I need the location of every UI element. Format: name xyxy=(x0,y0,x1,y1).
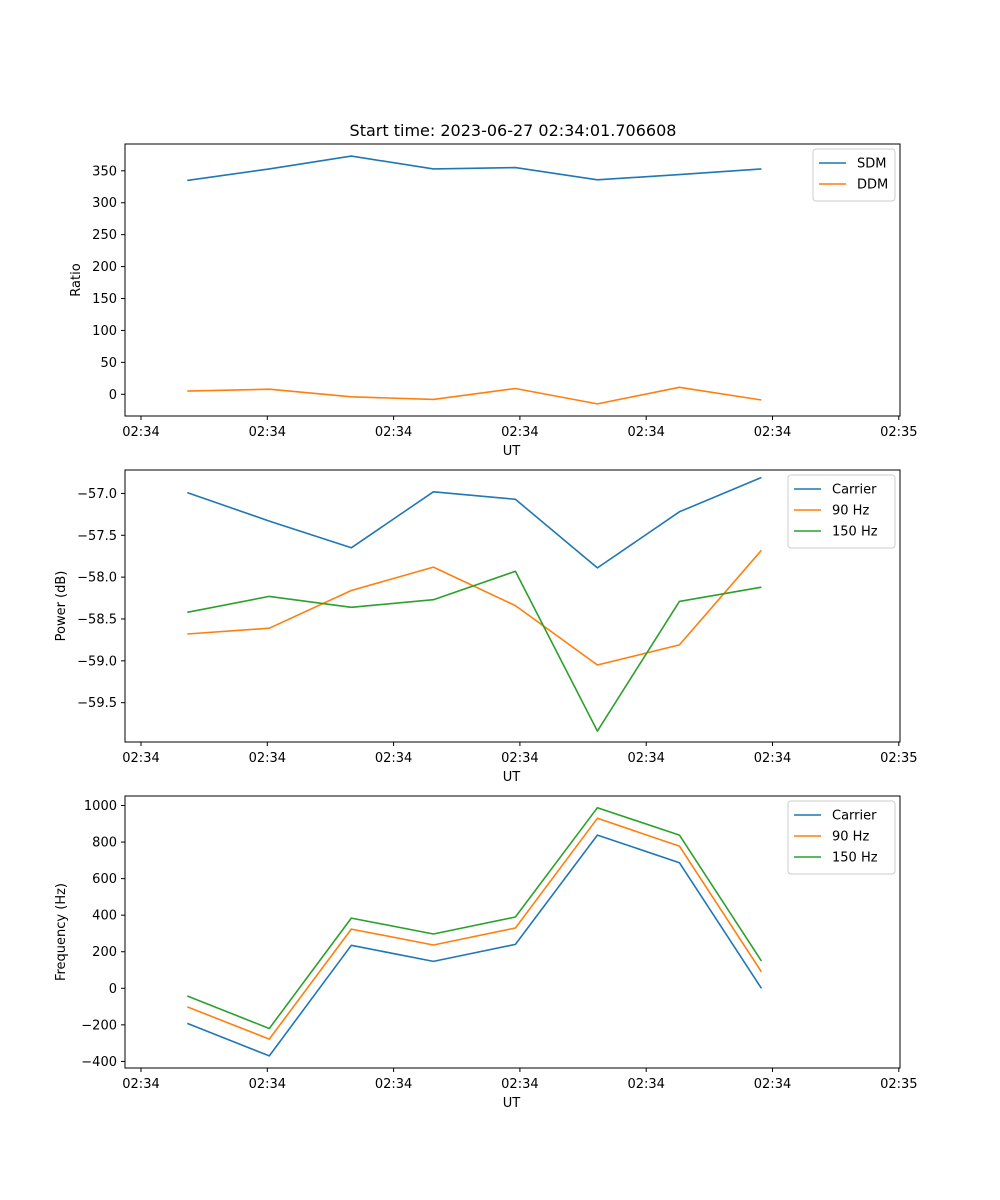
y-axis-label: Power (dB) xyxy=(54,571,69,642)
y-tick-label: 600 xyxy=(92,872,117,887)
x-axis-label: UT xyxy=(503,444,521,459)
legend-label: 90 Hz xyxy=(832,504,869,519)
axes-frame xyxy=(124,795,901,1069)
x-tick-label: 02:34 xyxy=(627,1077,664,1092)
axes-frame xyxy=(124,143,901,417)
y-tick-label: 300 xyxy=(92,196,117,211)
x-tick-label: 02:34 xyxy=(249,1077,286,1092)
chart-panel-1: 02:34 02:34 02:34 02:34 02:34 02:34 02:35 0 50 10… xyxy=(69,143,918,459)
y-tick-label: −57.0 xyxy=(77,487,117,502)
y-tick-label: 250 xyxy=(92,228,117,243)
x-tick-label: 02:35 xyxy=(880,1077,917,1092)
x-tick-label: 02:34 xyxy=(754,1077,791,1092)
legend-label: 90 Hz xyxy=(832,830,869,845)
axes-frame xyxy=(124,469,901,743)
y-tick-label: 400 xyxy=(92,909,117,924)
y-tick-label: −400 xyxy=(81,1055,117,1070)
legend: Carrier 90 Hz 150 Hz xyxy=(787,800,896,875)
figure-title: Start time: 2023-06-27 02:34:01.706608 xyxy=(350,121,677,140)
x-tick-label: 02:34 xyxy=(122,425,159,440)
x-axis-label: UT xyxy=(503,1096,521,1111)
legend-box xyxy=(787,800,896,875)
y-tick-label: 200 xyxy=(92,945,117,960)
x-tick-label: 02:34 xyxy=(375,1077,412,1092)
y-tick-label: −59.5 xyxy=(77,696,117,711)
legend-label: Carrier xyxy=(832,809,877,824)
legend: SDM DDM xyxy=(812,148,896,202)
x-tick-label: 02:34 xyxy=(375,425,412,440)
y-tick-label: 0 xyxy=(109,982,117,997)
y-axis-label: Frequency (Hz) xyxy=(54,883,69,981)
y-tick-label: 800 xyxy=(92,836,117,851)
legend-box xyxy=(787,474,896,549)
x-tick-label: 02:34 xyxy=(501,425,538,440)
x-tick-label: 02:35 xyxy=(880,751,917,766)
y-tick-label: −57.5 xyxy=(77,529,117,544)
x-tick-label: 02:34 xyxy=(754,425,791,440)
x-tick-label: 02:34 xyxy=(375,751,412,766)
y-tick-label: 50 xyxy=(100,356,117,371)
x-tick-label: 02:34 xyxy=(627,751,664,766)
y-tick-label: 1000 xyxy=(84,799,117,814)
x-tick-label: 02:34 xyxy=(249,751,286,766)
x-tick-label: 02:34 xyxy=(122,1077,159,1092)
legend-label: DDM xyxy=(857,178,888,193)
y-tick-label: 200 xyxy=(92,260,117,275)
series-line-150-hz xyxy=(187,570,762,732)
x-tick-label: 02:34 xyxy=(754,751,791,766)
x-axis-label: UT xyxy=(503,770,521,785)
x-tick-label: 02:34 xyxy=(627,425,664,440)
chart-panel-2: 02:34 02:34 02:34 02:34 02:34 02:34 02:35 −59.5… xyxy=(54,469,918,785)
x-tick-label: 02:34 xyxy=(122,751,159,766)
y-tick-label: 0 xyxy=(109,388,117,403)
legend-label: Carrier xyxy=(832,483,877,498)
legend: Carrier 90 Hz 150 Hz xyxy=(787,474,896,549)
panels: 02:34 02:34 02:34 02:34 02:34 02:34 02:35 0 50 10… xyxy=(54,143,918,1111)
series-line-90-hz xyxy=(187,549,763,666)
y-tick-label: −200 xyxy=(81,1018,117,1033)
series-line-90-hz xyxy=(187,817,763,1040)
y-axis-label: Ratio xyxy=(69,263,84,296)
y-tick-label: 350 xyxy=(92,164,117,179)
y-tick-label: 100 xyxy=(92,324,117,339)
y-tick-label: −58.0 xyxy=(77,571,117,586)
legend-box xyxy=(812,148,896,202)
legend-label: SDM xyxy=(857,157,886,172)
legend-label: 150 Hz xyxy=(832,525,878,540)
chart-panel-3: 02:34 02:34 02:34 02:34 02:34 02:34 02:35 −400 −… xyxy=(54,795,918,1111)
x-tick-label: 02:35 xyxy=(880,425,917,440)
y-tick-label: 150 xyxy=(92,292,117,307)
series-line-ddm xyxy=(187,386,762,405)
y-tick-label: −59.0 xyxy=(77,654,117,669)
series-line-carrier xyxy=(187,476,762,569)
x-tick-label: 02:34 xyxy=(249,425,286,440)
x-tick-label: 02:34 xyxy=(501,751,538,766)
x-tick-label: 02:34 xyxy=(501,1077,538,1092)
legend-label: 150 Hz xyxy=(832,851,878,866)
series-line-150-hz xyxy=(187,806,763,1030)
series-line-sdm xyxy=(187,155,762,182)
y-tick-label: −58.5 xyxy=(77,612,117,627)
series-line-carrier xyxy=(187,834,763,1057)
